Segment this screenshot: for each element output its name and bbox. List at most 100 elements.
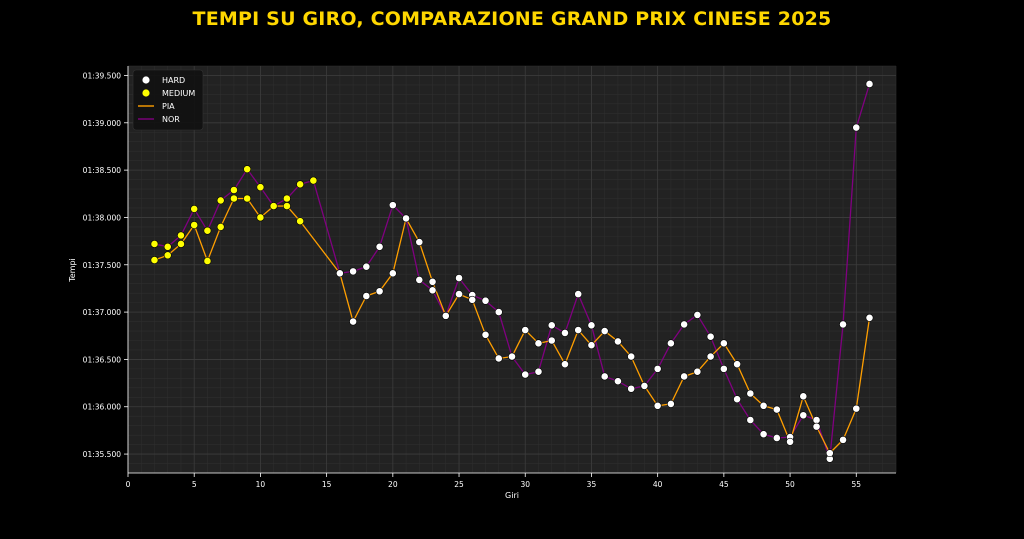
axes: 0 5 10 15 20 25 30 35 40 45 50 55 01:35.500 01:36.000… [83, 66, 896, 489]
data-point-pia [733, 360, 742, 369]
data-point-nor [388, 201, 397, 210]
data-point-pia [799, 392, 808, 401]
data-point-nor [150, 240, 159, 248]
data-point-pia [666, 400, 675, 408]
data-point-pia [428, 277, 437, 286]
data-point-pia [362, 292, 371, 300]
data-point-pia [600, 327, 609, 335]
data-point-nor [282, 194, 291, 203]
data-point-pia [614, 337, 622, 346]
data-point-nor [653, 364, 662, 373]
data-point-pia [653, 401, 662, 410]
y-tick-label: 01:36.500 [83, 355, 122, 364]
y-tick-label: 01:39.500 [83, 71, 122, 80]
data-point-nor [666, 339, 675, 348]
legend-marker-hard [142, 76, 150, 84]
chart-title: TEMPI SU GIRO, COMPARAZIONE GRAND PRIX C… [192, 8, 832, 30]
x-tick-label: 25 [454, 480, 464, 489]
data-point-nor [455, 274, 463, 282]
y-tick-label: 01:38.000 [83, 213, 122, 222]
data-point-pia [402, 214, 410, 223]
data-point-nor [600, 372, 609, 381]
data-point-pia [190, 221, 199, 229]
x-tick-label: 10 [256, 480, 266, 489]
x-tick-label: 5 [192, 480, 197, 489]
data-point-pia [547, 336, 556, 345]
data-point-pia [561, 360, 569, 369]
data-point-pia [521, 326, 530, 334]
data-point-pia [455, 290, 463, 299]
data-point-pia [746, 389, 755, 398]
data-point-nor [309, 176, 318, 185]
data-point-pia [494, 354, 503, 363]
data-point-pia [335, 269, 344, 278]
data-point-nor [587, 321, 596, 330]
legend-label-nor: NOR [162, 115, 180, 124]
data-point-pia [441, 311, 450, 320]
data-point-nor [534, 367, 543, 376]
x-tick-label: 45 [719, 480, 729, 489]
data-point-pia [296, 217, 305, 226]
y-tick-label: 01:38.500 [83, 166, 122, 175]
data-point-pia [230, 194, 238, 203]
data-point-nor [839, 320, 847, 329]
data-point-pia [508, 352, 516, 361]
data-point-nor [799, 411, 808, 420]
data-point-nor [203, 226, 212, 235]
data-point-nor [243, 165, 252, 174]
data-point-pia [574, 326, 583, 334]
data-point-pia [640, 382, 649, 390]
x-tick-label: 55 [852, 480, 862, 489]
data-point-nor [574, 290, 583, 299]
data-point-nor [719, 364, 728, 373]
legend-label-pia: PIA [162, 102, 175, 111]
data-point-pia [693, 367, 702, 376]
data-point-pia [772, 405, 781, 414]
legend-box [132, 69, 204, 131]
data-point-pia [719, 339, 728, 348]
data-point-nor [759, 430, 768, 439]
data-point-nor [177, 231, 185, 240]
data-point-nor [706, 332, 715, 341]
data-point-nor [680, 320, 689, 329]
data-point-nor [494, 308, 503, 316]
data-point-pia [375, 287, 384, 296]
data-point-pia [256, 213, 265, 222]
legend: HARD MEDIUM PIA NOR [132, 69, 204, 131]
data-point-nor [865, 80, 874, 88]
x-tick-label: 20 [388, 480, 398, 489]
data-point-pia [163, 251, 172, 260]
data-point-pia [388, 269, 397, 278]
data-point-pia [481, 330, 490, 339]
y-axis-label: Tempi [68, 258, 77, 283]
data-point-nor [481, 296, 490, 305]
data-point-pia [150, 256, 159, 264]
data-point-pia [534, 339, 543, 348]
data-point-pia [468, 295, 477, 304]
data-point-nor [812, 416, 821, 424]
data-point-nor [627, 384, 636, 393]
legend-label-medium: MEDIUM [162, 89, 195, 98]
data-point-nor [852, 123, 861, 132]
data-point-nor [163, 242, 172, 251]
data-point-pia [852, 404, 861, 413]
data-point-pia [786, 437, 794, 446]
data-point-nor [772, 434, 781, 442]
data-point-pia [680, 372, 689, 381]
data-point-pia [812, 422, 821, 431]
data-point-pia [865, 313, 874, 322]
series-points [150, 80, 874, 463]
data-point-pia [839, 435, 847, 444]
data-point-pia [269, 202, 278, 210]
data-point-nor [256, 183, 265, 192]
data-point-pia [243, 194, 252, 203]
data-point-nor [614, 377, 622, 386]
x-axis-label: Giri [505, 491, 519, 500]
x-tick-label: 30 [520, 480, 530, 489]
data-point-nor [362, 262, 371, 271]
data-point-nor [733, 395, 742, 404]
data-point-pia [216, 223, 225, 231]
data-point-nor [693, 311, 702, 319]
data-point-nor [547, 321, 556, 330]
y-tick-label: 01:37.500 [83, 261, 122, 270]
